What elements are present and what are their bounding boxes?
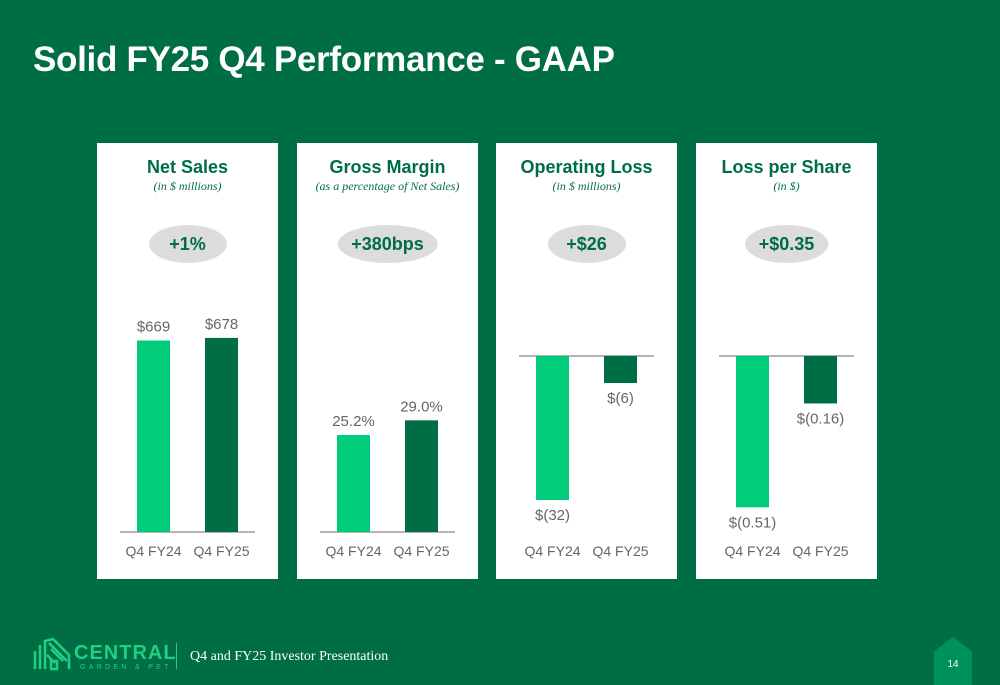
data-label: $669 <box>137 318 170 335</box>
data-label: $(0.16) <box>797 410 845 427</box>
chart-title: Net Sales <box>146 157 229 177</box>
bar-chart: $(32) Q4 FY24 $(6) Q4 FY25 <box>519 355 654 559</box>
chart-panel-gross-margin: Gross Margin (as a percentage of Net Sal… <box>297 143 478 579</box>
bar-q4-fy25 <box>804 356 837 404</box>
chart-title: Loss per Share <box>721 157 852 177</box>
x-tick-label: Q4 FY24 <box>524 543 580 559</box>
data-label: $(6) <box>607 390 634 407</box>
chart-subtitle: (in $ millions) <box>153 179 222 193</box>
x-tick-label: Q4 FY24 <box>724 543 780 559</box>
bar-chart: 25.2% Q4 FY24 29.0% Q4 FY25 <box>320 398 455 559</box>
x-tick-label: Q4 FY24 <box>325 543 381 559</box>
chart-title: Gross Margin <box>329 157 446 177</box>
page-number-badge: 14 <box>934 637 972 685</box>
page-title: Solid FY25 Q4 Performance - GAAP <box>33 40 615 79</box>
bar-q4-fy24 <box>337 434 370 532</box>
change-badge: +1% <box>148 225 227 263</box>
brand-name: CENTRAL <box>74 642 177 664</box>
data-label: $678 <box>205 316 238 333</box>
data-label: 25.2% <box>332 413 375 430</box>
x-tick-label: Q4 FY25 <box>393 543 449 559</box>
bar-chart: $669 Q4 FY24 $678 Q4 FY25 <box>120 316 255 559</box>
chart-subtitle: (as a percentage of Net Sales) <box>315 179 460 193</box>
bar-q4-fy24 <box>536 356 569 500</box>
chart-subtitle: (in $ millions) <box>552 179 621 193</box>
change-badge: +$0.35 <box>744 225 829 263</box>
bar-q4-fy25 <box>604 356 637 383</box>
bar-chart: $(0.51) Q4 FY24 $(0.16) Q4 FY25 <box>719 355 854 559</box>
chart-subtitle: (in $) <box>773 179 800 193</box>
presentation-title: Q4 and FY25 Investor Presentation <box>190 649 389 664</box>
page-number: 14 <box>947 659 959 670</box>
change-badge: +380bps <box>337 225 438 263</box>
bar-q4-fy24 <box>736 356 769 508</box>
bar-q4-fy24 <box>137 340 170 532</box>
brand-subtitle: GARDEN & PET <box>80 664 172 671</box>
chart-panel-loss-per-share: Loss per Share (in $) +$0.35 $(0.51) Q4 FY… <box>696 143 877 579</box>
chart-panel-net-sales: Net Sales (in $ millions) +1% $669 Q4 FY24… <box>97 143 278 579</box>
data-label: 29.0% <box>400 398 443 415</box>
x-tick-label: Q4 FY25 <box>592 543 648 559</box>
footer-divider <box>176 643 177 669</box>
data-label: $(32) <box>535 507 570 524</box>
chart-title: Operating Loss <box>520 157 653 177</box>
x-tick-label: Q4 FY25 <box>193 543 249 559</box>
change-badge: +$26 <box>547 225 626 263</box>
data-label: $(0.51) <box>729 514 777 531</box>
central-logo-icon <box>33 637 71 671</box>
x-tick-label: Q4 FY25 <box>792 543 848 559</box>
bar-q4-fy25 <box>205 337 238 532</box>
bar-q4-fy25 <box>405 420 438 532</box>
chart-panel-operating-loss: Operating Loss (in $ millions) +$26 $(32)… <box>496 143 677 579</box>
x-tick-label: Q4 FY24 <box>125 543 181 559</box>
